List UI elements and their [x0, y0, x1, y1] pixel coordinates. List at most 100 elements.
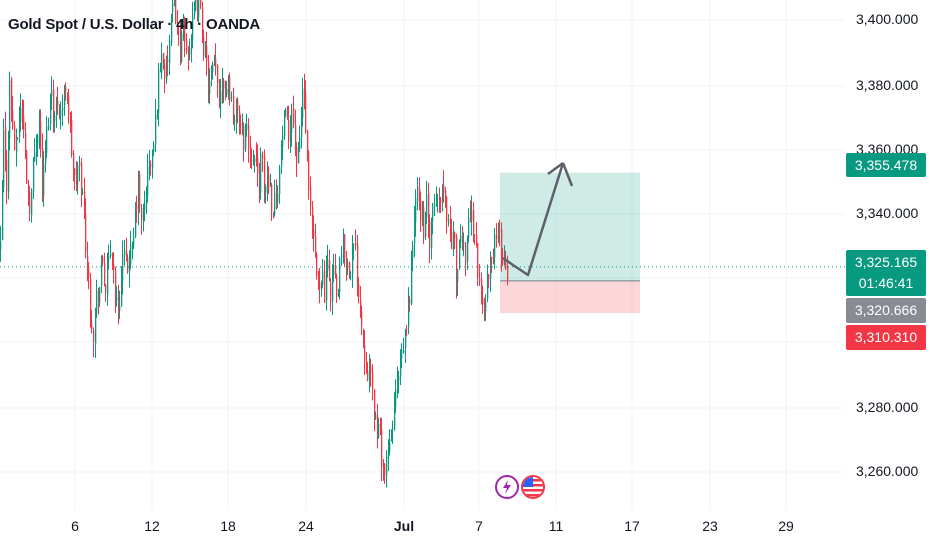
us-flag-icon	[523, 477, 543, 497]
candle-body	[29, 192, 31, 214]
candle-body	[180, 28, 182, 59]
candle-body	[14, 125, 16, 150]
candle-body	[507, 266, 509, 282]
candle-body	[477, 243, 479, 278]
candle-body	[279, 166, 281, 195]
candle-body	[355, 242, 357, 246]
arrow-head	[547, 161, 564, 176]
candle-body	[59, 106, 61, 116]
candle-body	[322, 271, 324, 285]
candle-body	[174, 0, 176, 4]
candle-body	[324, 271, 326, 303]
candle-body	[437, 198, 439, 200]
candle-body	[127, 257, 129, 273]
candle-body	[468, 217, 470, 238]
x-tick-label: 12	[144, 518, 160, 534]
candle-body	[82, 191, 84, 194]
lightning-event-icon[interactable]	[495, 475, 519, 499]
candle-body	[96, 290, 98, 314]
candle-body	[74, 168, 76, 176]
candle-body	[384, 464, 386, 476]
candle-body	[302, 88, 304, 118]
candle-body	[308, 151, 310, 190]
candle-body	[124, 250, 126, 255]
candle-body	[417, 186, 419, 202]
candle-body	[223, 80, 225, 89]
candle-body	[304, 86, 306, 95]
candle-body	[262, 156, 264, 158]
candle-body	[282, 135, 284, 148]
candle-body	[178, 30, 180, 32]
candle-body	[422, 210, 424, 218]
candle-body	[411, 261, 413, 305]
candle-body	[291, 108, 293, 133]
candle-body	[326, 269, 328, 301]
candle-body	[374, 389, 376, 417]
candle-body	[350, 274, 352, 276]
stop-price-tag: 3,310.310	[846, 325, 926, 350]
candle-body	[181, 32, 183, 62]
candle-body	[23, 115, 25, 131]
candle-body	[64, 89, 66, 106]
candle-body	[259, 175, 261, 190]
candle-body	[386, 455, 388, 476]
candle-body	[491, 257, 493, 259]
x-tick-label: 29	[778, 518, 794, 534]
us-flag-event-icon[interactable]	[521, 475, 545, 499]
candle-body	[105, 284, 107, 293]
candle-body	[397, 377, 399, 389]
candle-body	[265, 186, 267, 193]
candle-body	[457, 270, 459, 282]
candle-body	[389, 439, 391, 452]
candle-body	[254, 158, 256, 163]
candle-body	[172, 2, 174, 12]
candle-body	[277, 193, 279, 203]
candle-body	[67, 94, 69, 96]
candle-body	[51, 89, 53, 97]
candle-body	[429, 221, 431, 249]
candle-body	[217, 65, 219, 83]
candle-body	[164, 65, 166, 79]
candle-body	[496, 235, 498, 239]
candle-body	[316, 254, 318, 276]
candle-body	[426, 194, 428, 218]
candle-body	[177, 21, 179, 32]
candle-body	[463, 242, 465, 244]
candle-body	[113, 264, 115, 271]
candle-body	[299, 136, 301, 150]
candle-body	[408, 300, 410, 327]
candle-body	[116, 297, 118, 301]
candle-body	[228, 76, 230, 91]
candle-body	[428, 192, 430, 225]
candle-body	[454, 231, 456, 239]
candle-body	[431, 218, 433, 248]
candle-body	[383, 465, 385, 468]
candle-body	[366, 364, 368, 370]
candle-body	[296, 147, 298, 164]
candle-body	[459, 239, 461, 268]
candle-body	[341, 254, 343, 258]
candle-body	[446, 196, 448, 222]
candle-body	[474, 234, 476, 236]
candle-body	[353, 243, 355, 245]
candle-body	[229, 76, 231, 101]
candle-body	[129, 265, 131, 272]
candle-body	[118, 294, 120, 313]
candle-body	[203, 37, 205, 56]
lightning-icon	[503, 480, 511, 494]
candle-body	[234, 119, 236, 122]
candle-body	[90, 278, 92, 320]
candle-body	[211, 74, 213, 81]
candle-body	[205, 45, 207, 54]
candle-body	[130, 245, 132, 266]
candle-body	[3, 129, 5, 188]
candle-body	[493, 256, 495, 258]
candle-body	[88, 266, 90, 278]
candle-body	[133, 236, 135, 247]
candle-body	[381, 429, 383, 467]
candle-body	[357, 243, 359, 283]
candle-body	[146, 194, 148, 205]
candle-body	[107, 262, 109, 296]
candle-body	[412, 244, 414, 260]
